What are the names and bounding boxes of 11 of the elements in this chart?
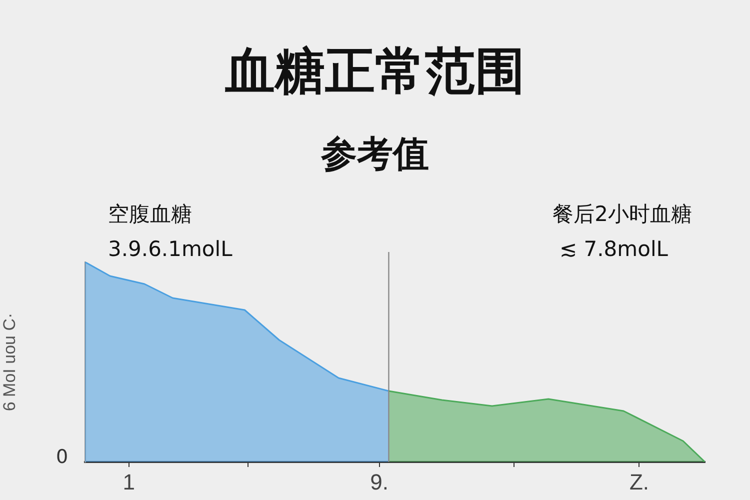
x-tick-label: 1 — [122, 469, 135, 494]
x-tick-label: 9. — [370, 469, 389, 494]
chart-title: 血糖正常范围 — [224, 41, 526, 102]
text: 餐后2小时血糖 — [552, 201, 692, 228]
text: ≲ 7.8molL — [559, 237, 668, 261]
y-axis-title: 6 MoI uou C· — [0, 312, 19, 412]
text: 0 — [56, 446, 68, 468]
text: 空腹血糖 — [108, 201, 192, 228]
x-tick-label: Z. — [629, 469, 650, 494]
chart-subtitle: 参考值 — [320, 133, 430, 177]
text: 3.9.6.1molL — [108, 237, 232, 261]
